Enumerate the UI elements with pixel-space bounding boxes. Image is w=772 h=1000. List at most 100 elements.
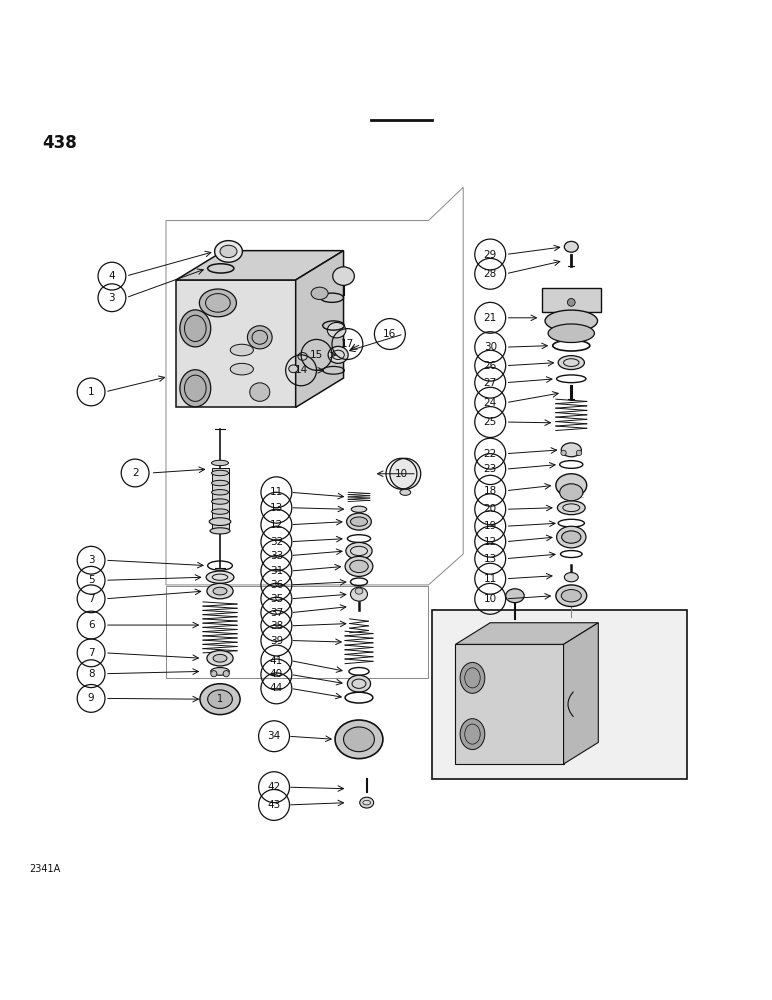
Polygon shape — [564, 623, 598, 764]
Ellipse shape — [210, 528, 230, 534]
Text: 17: 17 — [340, 339, 354, 349]
Text: 18: 18 — [483, 486, 497, 496]
Text: 13: 13 — [483, 554, 497, 564]
Ellipse shape — [561, 531, 581, 543]
Ellipse shape — [213, 587, 227, 595]
Ellipse shape — [213, 654, 227, 662]
Ellipse shape — [345, 556, 373, 576]
Text: 13: 13 — [269, 503, 283, 513]
Text: 438: 438 — [42, 134, 77, 152]
Ellipse shape — [360, 797, 374, 808]
Text: 7: 7 — [88, 648, 94, 658]
Text: 7: 7 — [88, 594, 94, 604]
Ellipse shape — [289, 365, 298, 373]
Ellipse shape — [212, 490, 229, 495]
Ellipse shape — [561, 443, 581, 457]
Ellipse shape — [350, 517, 367, 526]
Text: 15: 15 — [310, 350, 323, 360]
Ellipse shape — [564, 241, 578, 252]
Polygon shape — [455, 623, 598, 644]
Ellipse shape — [230, 344, 253, 356]
Ellipse shape — [223, 671, 229, 677]
Ellipse shape — [545, 310, 598, 332]
Bar — [432, 610, 687, 779]
Ellipse shape — [567, 299, 575, 306]
Text: 2341A: 2341A — [29, 864, 60, 874]
Text: 42: 42 — [267, 782, 281, 792]
Ellipse shape — [212, 480, 229, 486]
Ellipse shape — [335, 720, 383, 759]
Ellipse shape — [576, 450, 581, 456]
Text: 25: 25 — [483, 417, 497, 427]
Text: 39: 39 — [269, 636, 283, 646]
Ellipse shape — [311, 287, 328, 300]
Ellipse shape — [249, 383, 270, 401]
Text: 20: 20 — [483, 504, 497, 514]
Ellipse shape — [355, 588, 363, 594]
Text: 24: 24 — [483, 398, 497, 408]
Polygon shape — [296, 251, 344, 407]
Ellipse shape — [220, 245, 237, 258]
Text: 29: 29 — [483, 250, 497, 260]
Ellipse shape — [215, 241, 242, 262]
Text: 44: 44 — [269, 683, 283, 693]
Ellipse shape — [548, 324, 594, 343]
Ellipse shape — [460, 719, 485, 750]
Text: 23: 23 — [483, 464, 497, 474]
Text: 16: 16 — [383, 329, 397, 339]
Text: 14: 14 — [294, 365, 308, 375]
Text: 10: 10 — [483, 594, 497, 604]
Text: 3: 3 — [109, 293, 115, 303]
Text: 9: 9 — [88, 693, 94, 703]
Text: 11: 11 — [269, 487, 283, 497]
Text: 22: 22 — [483, 449, 497, 459]
Ellipse shape — [212, 460, 229, 466]
Text: 38: 38 — [269, 621, 283, 631]
Ellipse shape — [298, 353, 307, 360]
Text: 41: 41 — [269, 656, 283, 666]
Text: 26: 26 — [483, 361, 497, 371]
Text: 35: 35 — [269, 594, 283, 604]
Ellipse shape — [247, 326, 272, 349]
Text: 8: 8 — [88, 669, 94, 679]
Text: 4: 4 — [109, 271, 115, 281]
Text: 10: 10 — [394, 469, 408, 479]
Ellipse shape — [558, 356, 584, 370]
Ellipse shape — [344, 727, 374, 752]
Text: 31: 31 — [269, 566, 283, 576]
Ellipse shape — [207, 651, 233, 666]
Text: 34: 34 — [267, 731, 281, 741]
Text: 36: 36 — [269, 580, 283, 590]
Ellipse shape — [211, 668, 229, 675]
Text: 27: 27 — [483, 378, 497, 388]
Ellipse shape — [206, 571, 234, 583]
Ellipse shape — [333, 267, 354, 285]
Ellipse shape — [207, 583, 233, 599]
Ellipse shape — [350, 560, 368, 573]
Text: 37: 37 — [269, 608, 283, 618]
Text: 28: 28 — [483, 269, 497, 279]
Ellipse shape — [212, 509, 229, 514]
Polygon shape — [455, 644, 564, 764]
Text: 21: 21 — [483, 313, 497, 323]
Text: 40: 40 — [269, 669, 283, 679]
Ellipse shape — [561, 590, 581, 602]
Ellipse shape — [346, 542, 372, 559]
Ellipse shape — [230, 363, 253, 375]
Text: 32: 32 — [269, 537, 283, 547]
Text: 12: 12 — [269, 520, 283, 530]
Ellipse shape — [211, 671, 217, 677]
Text: 19: 19 — [483, 521, 497, 531]
Ellipse shape — [212, 499, 229, 504]
Ellipse shape — [209, 518, 231, 525]
Ellipse shape — [400, 489, 411, 495]
Bar — [542, 288, 601, 312]
Ellipse shape — [560, 450, 566, 456]
Text: 43: 43 — [267, 800, 281, 810]
Ellipse shape — [564, 573, 578, 582]
Text: 3: 3 — [88, 555, 94, 565]
Ellipse shape — [199, 289, 236, 317]
Polygon shape — [176, 280, 296, 407]
Ellipse shape — [506, 589, 524, 603]
Text: 11: 11 — [483, 574, 497, 584]
